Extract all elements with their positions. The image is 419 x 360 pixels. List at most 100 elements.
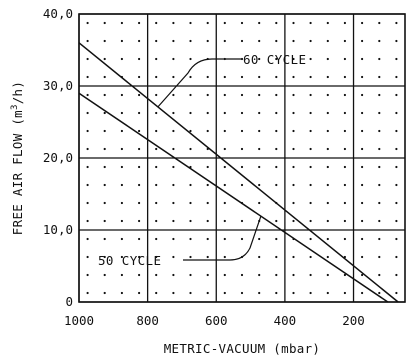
grid-dot <box>343 183 346 187</box>
grid-dot <box>292 93 295 97</box>
grid-dot <box>172 129 175 133</box>
grid-dot <box>258 255 261 259</box>
grid-dot <box>172 255 175 259</box>
grid-dot <box>240 165 244 169</box>
grid-dot <box>223 111 226 115</box>
grid-dot <box>189 21 192 25</box>
y-axis-title-superscript: 3 <box>10 104 20 110</box>
grid-dot <box>138 291 141 295</box>
x-tick-label: 1000 <box>64 313 94 328</box>
grid-dot <box>361 219 364 223</box>
grid-dot <box>155 165 158 169</box>
grid-dot <box>155 21 158 25</box>
grid-dot <box>138 273 141 277</box>
grid-dot <box>275 39 278 43</box>
grid-dot <box>172 165 175 169</box>
grid-dot <box>258 39 261 43</box>
grid-dot <box>361 255 364 259</box>
grid-dot <box>395 291 398 295</box>
grid-dot <box>292 21 295 25</box>
grid-dot <box>103 75 106 79</box>
grid-dot <box>309 129 312 133</box>
series-annotation-50-cycle: 50 CYCLE <box>98 253 161 268</box>
grid-dot <box>343 75 346 79</box>
grid-dot <box>395 237 398 241</box>
grid-dot <box>120 255 123 259</box>
grid-dot <box>223 219 226 223</box>
grid-dot <box>378 255 381 259</box>
grid-dot <box>240 219 244 223</box>
grid-dot <box>189 273 192 277</box>
grid-dot <box>292 183 295 187</box>
grid-dot <box>86 165 89 169</box>
grid-dot <box>275 237 278 241</box>
grid-dot <box>361 291 364 295</box>
grid-dot <box>326 93 329 97</box>
grid-dot <box>395 93 398 97</box>
grid-dot <box>86 57 89 61</box>
grid-dot <box>240 273 244 277</box>
grid-dot <box>155 255 158 259</box>
grid-dot <box>120 93 123 97</box>
grid-dot <box>138 75 141 79</box>
grid-dot <box>86 75 89 79</box>
grid-dot <box>172 111 175 115</box>
grid-dot <box>120 129 123 133</box>
grid-dot <box>172 291 175 295</box>
grid-dot <box>240 129 244 133</box>
grid-dot <box>206 291 209 295</box>
grid-dot <box>309 93 312 97</box>
grid-dot <box>309 237 312 241</box>
grid-dot <box>189 219 192 223</box>
grid-dot <box>138 255 141 259</box>
grid-dot <box>155 75 158 79</box>
grid-dot <box>343 219 346 223</box>
grid-dot <box>275 75 278 79</box>
grid-dot <box>258 147 261 151</box>
grid-dot <box>326 291 329 295</box>
series-lines <box>78 42 399 303</box>
grid-dot <box>292 255 295 259</box>
x-tick-label: 200 <box>342 313 365 328</box>
grid-dot <box>155 57 158 61</box>
grid-dot <box>361 237 364 241</box>
grid-dot <box>155 93 158 97</box>
grid-dot <box>138 111 141 115</box>
grid-dot <box>172 183 175 187</box>
x-tick-label: 600 <box>205 313 228 328</box>
grid-dot <box>326 39 329 43</box>
grid-dot <box>258 201 261 205</box>
grid-dot <box>155 291 158 295</box>
grid-dot <box>138 57 141 61</box>
grid-dot <box>292 273 295 277</box>
grid-dot <box>258 183 261 187</box>
grid-dot <box>240 57 244 61</box>
grid-dot <box>309 291 312 295</box>
grid-dot <box>378 57 381 61</box>
grid-dot <box>172 39 175 43</box>
grid-dot <box>326 147 329 151</box>
grid-dot <box>86 237 89 241</box>
grid-dot <box>309 255 312 259</box>
grid-dot <box>223 165 226 169</box>
grid-dot <box>189 201 192 205</box>
grid-dot <box>343 165 346 169</box>
grid-dot <box>103 255 106 259</box>
grid-dot <box>395 75 398 79</box>
grid-dot <box>258 291 261 295</box>
grid-dot <box>138 183 141 187</box>
y-tick-label: 30,0 <box>43 78 73 93</box>
grid-dot <box>155 129 158 133</box>
grid-dot <box>86 183 89 187</box>
grid-dot <box>206 129 209 133</box>
grid-dot <box>292 165 295 169</box>
grid-dot <box>223 255 226 259</box>
y-tick-label: 40,0 <box>43 6 73 21</box>
grid-dot <box>155 273 158 277</box>
grid-dot <box>378 21 381 25</box>
grid-dot <box>292 291 295 295</box>
grid-dot <box>206 237 209 241</box>
grid-dot <box>120 39 123 43</box>
grid-dot <box>120 183 123 187</box>
grid-dot <box>155 219 158 223</box>
